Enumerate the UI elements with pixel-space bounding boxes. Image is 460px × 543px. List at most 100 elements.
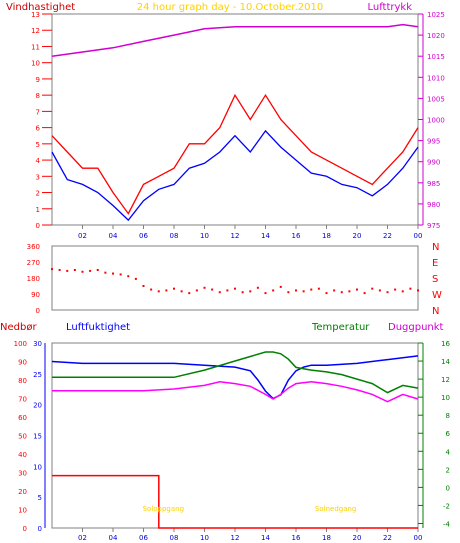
top-left-axis-label: Vindhastighet <box>6 2 75 13</box>
dir-point <box>348 290 351 293</box>
dir-point <box>279 285 282 288</box>
top-right-tick: 985 <box>427 180 440 188</box>
bottom-series-0-line <box>51 355 419 400</box>
dir-point <box>211 288 214 291</box>
bottom-series-2-line <box>52 381 419 403</box>
humidity-tick: 20 <box>18 488 27 496</box>
dir-point <box>81 270 84 273</box>
dir-point <box>180 290 183 293</box>
dir-point <box>287 291 290 294</box>
top-x-tick: 00 <box>414 232 423 240</box>
dir-point <box>317 287 320 290</box>
dir-point <box>66 269 69 272</box>
humidity-tick: 10 <box>18 507 27 515</box>
dir-point <box>333 289 336 292</box>
dir-point <box>89 269 92 272</box>
top-plot-frame <box>51 13 419 226</box>
rain-tick: 0 <box>38 525 42 533</box>
temp-tick: 10 <box>441 394 450 402</box>
temp-tick: 12 <box>441 376 450 384</box>
top-x-tick: 04 <box>109 232 118 240</box>
top-left-tick: 0 <box>36 222 40 230</box>
dir-point <box>256 286 259 289</box>
dir-point <box>356 288 358 291</box>
top-left-tick: 13 <box>31 11 40 19</box>
dir-point <box>249 290 252 293</box>
rain-tick: 25 <box>33 371 42 379</box>
bottom-x-tick: 06 <box>139 534 148 542</box>
dir-point <box>371 287 374 290</box>
dir-left-tick: 270 <box>27 259 40 267</box>
dir-left-tick: 90 <box>31 291 40 299</box>
dir-point <box>173 287 175 290</box>
dir-point <box>340 291 343 294</box>
rain-tick: 15 <box>33 433 42 441</box>
humidity-tick: 90 <box>18 359 27 367</box>
top-x-tick: 12 <box>231 232 240 240</box>
top-left-tick: 7 <box>36 108 40 116</box>
rain-tick: 10 <box>33 463 42 471</box>
dir-right-label: W <box>432 290 442 301</box>
dewpoint-label: Duggpunkt <box>388 322 444 333</box>
dir-point <box>325 292 328 295</box>
dir-point <box>401 290 404 293</box>
top-right-tick: 1010 <box>427 74 445 82</box>
top-left-tick: 4 <box>36 157 41 165</box>
top-series-0-line <box>51 93 419 215</box>
rain-tick: 20 <box>33 402 42 410</box>
top-left-tick: 1 <box>36 206 40 214</box>
top-series-2-line <box>51 23 419 57</box>
humidity-label: Luftfuktighet <box>66 322 130 333</box>
top-x-tick: 16 <box>292 232 301 240</box>
humidity-tick: 30 <box>18 470 27 478</box>
humidity-tick: 80 <box>18 377 27 385</box>
bottom-x-tick: 04 <box>109 534 118 542</box>
top-x-tick: 14 <box>261 232 270 240</box>
top-right-tick: 980 <box>427 201 440 209</box>
dir-point <box>363 292 366 295</box>
humidity-tick: 60 <box>18 414 27 422</box>
dir-point <box>119 273 122 276</box>
top-left-tick: 9 <box>36 76 40 84</box>
top-series-1-line <box>51 129 419 222</box>
temp-tick: 6 <box>446 430 451 438</box>
bottom-x-tick: 22 <box>383 534 392 542</box>
dir-point <box>150 288 153 291</box>
bottom-x-tick: 16 <box>292 534 301 542</box>
dir-right-label: E <box>432 258 438 269</box>
dir-plot-frame <box>51 245 419 311</box>
dir-point <box>264 292 267 295</box>
dir-point <box>218 291 221 294</box>
dir-point <box>386 291 389 294</box>
top-chart-title: 24 hour graph day - 10.October.2010 <box>137 2 323 13</box>
top-x-tick: 02 <box>78 232 87 240</box>
humidity-tick: 70 <box>18 396 27 404</box>
dir-point <box>394 288 397 291</box>
top-right-axis-label: Lufttrykk <box>367 2 412 13</box>
top-right-tick: 975 <box>427 222 440 230</box>
rain-tick: 5 <box>38 494 42 502</box>
temp-tick: 2 <box>446 466 450 474</box>
top-right-tick: 1025 <box>427 11 445 19</box>
bottom-x-tick: 14 <box>261 534 270 542</box>
dir-point <box>417 289 419 292</box>
dir-point <box>104 271 107 274</box>
dir-point <box>51 268 53 271</box>
bottom-plot-frame <box>51 342 419 529</box>
top-x-tick: 20 <box>353 232 362 240</box>
bottom-series-3-line <box>52 474 418 529</box>
top-left-tick: 3 <box>36 173 40 181</box>
top-left-tick: 11 <box>31 43 40 51</box>
top-x-tick: 10 <box>200 232 209 240</box>
top-right-tick: 1015 <box>427 53 445 61</box>
bottom-x-tick: 20 <box>353 534 362 542</box>
humidity-tick: 0 <box>23 525 27 533</box>
dir-point <box>310 288 313 291</box>
humidity-tick: 50 <box>18 433 27 441</box>
rain-label: Nedbør <box>0 322 37 333</box>
temp-tick: 8 <box>446 412 450 420</box>
dir-left-tick: 360 <box>27 243 40 251</box>
dir-point <box>188 292 191 295</box>
